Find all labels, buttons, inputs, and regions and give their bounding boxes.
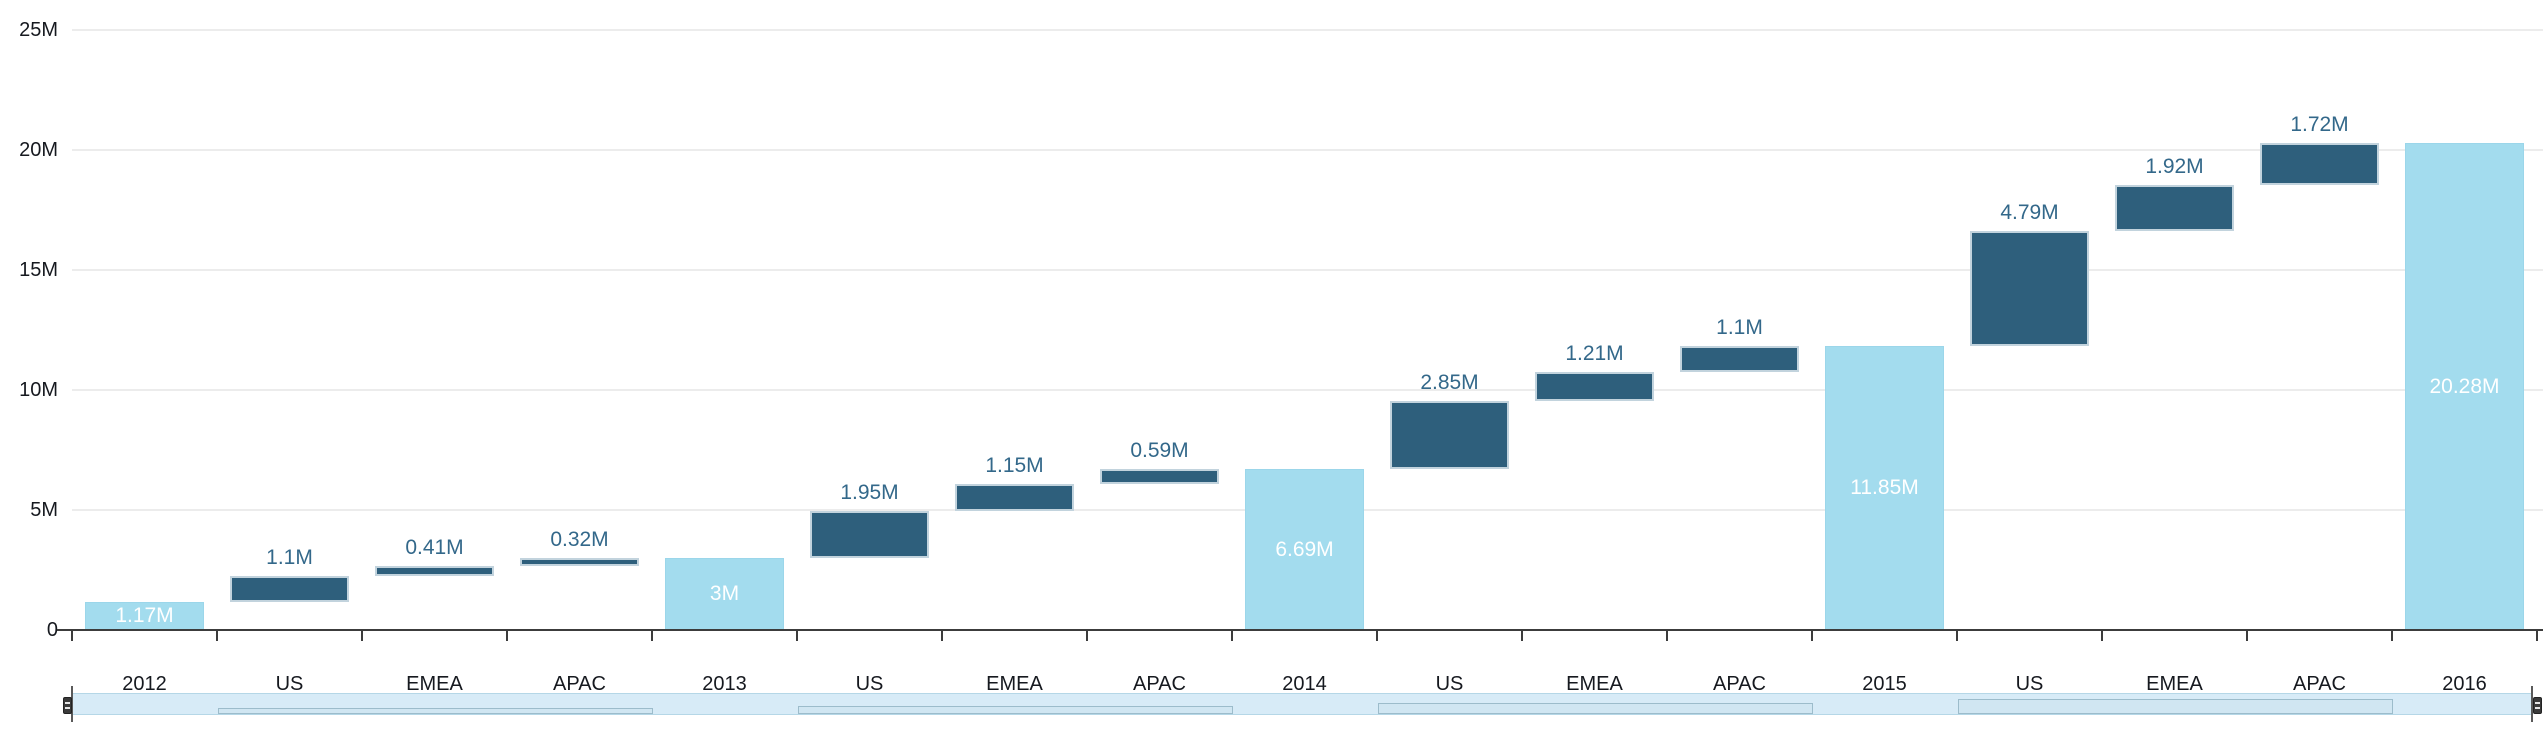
x-axis-tick [941,630,943,641]
x-axis-label: APAC [1713,673,1766,695]
x-axis-label: US [275,673,304,695]
waterfall-bar-2014-8[interactable] [1245,469,1364,630]
gridline [72,389,2543,391]
waterfall-bar-apac-7[interactable] [1100,469,1219,484]
x-axis-tick [1376,630,1378,641]
bar-value-label: 20.28M [2429,374,2500,398]
x-axis-label: US [1435,673,1464,695]
x-axis-label: APAC [1133,673,1186,695]
grip-slit [65,707,70,709]
x-axis-label: 2013 [702,673,747,695]
x-axis-line [72,629,2543,631]
x-axis-label: 2015 [1862,673,1907,695]
scrollbar-selection[interactable] [72,693,2532,715]
x-axis-tick [1666,630,1668,641]
bar-value-label: 0.32M [550,528,609,551]
waterfall-bar-us-9[interactable] [1390,401,1509,470]
y-axis-label: 10M [19,379,58,401]
x-axis-tick [2246,630,2248,641]
scrollbar-preview-shape [218,708,653,714]
waterfall-bar-2013-4[interactable] [665,558,784,630]
grip-line [71,686,73,722]
x-axis-label: 2014 [1282,673,1327,695]
waterfall-bar-apac-15[interactable] [2260,143,2379,185]
x-axis-tick [1521,630,1523,641]
grip-line [2531,686,2533,722]
y-axis-label: 0 [46,619,58,641]
bar-value-label: 1.92M [2145,154,2204,178]
waterfall-bar-emea-6[interactable] [955,483,1074,512]
bar-value-label: 0.41M [405,535,464,559]
waterfall-bar-2016-16[interactable] [2405,143,2524,630]
gridline [72,269,2543,271]
bar-value-label: 0.59M [1130,439,1189,463]
bar-value-label: 1.72M [2290,113,2349,137]
x-axis-tick [2101,630,2103,641]
bar-value-label: 1.21M [1565,342,1624,365]
bar-value-label: 1.1M [1716,315,1763,339]
waterfall-bar-emea-10[interactable] [1535,372,1654,402]
bar-value-label: 1.15M [985,453,1044,477]
x-axis-label: EMEA [986,673,1043,695]
bar-value-label: 1.17M [115,603,174,627]
x-axis-tick [1956,630,1958,641]
bar-value-label: 11.85M [1850,475,1919,499]
x-axis-tick [506,630,508,641]
x-axis-label: 2016 [2442,673,2487,695]
x-axis-tick [216,630,218,641]
bar-value-label: 3M [709,582,740,605]
waterfall-bar-us-1[interactable] [230,575,349,602]
x-axis-tick [71,630,73,641]
waterfall-bar-apac-11[interactable] [1680,345,1799,372]
y-axis-label: 25M [19,19,58,41]
x-axis-tick [2536,630,2538,641]
x-axis-label: APAC [2293,673,2346,695]
scrollbar-preview-shape [1958,698,2393,714]
waterfall-bar-us-5[interactable] [810,511,929,558]
grip-handle-icon[interactable] [2533,697,2542,714]
y-axis-zero-tick [57,629,72,631]
y-axis-label: 5M [30,499,58,521]
x-axis-tick [361,630,363,641]
bar-value-label: 1.1M [266,545,313,569]
waterfall-bar-us-13[interactable] [1970,230,2089,346]
x-axis-label: US [855,673,884,695]
x-axis-tick [796,630,798,641]
grip-slit [2535,702,2540,704]
waterfall-bar-apac-3[interactable] [520,558,639,566]
gridline [72,29,2543,31]
gridline [72,149,2543,151]
bar-value-label: 4.79M [2000,200,2059,224]
y-axis-label: 15M [19,259,58,281]
x-axis-label: EMEA [2146,673,2203,695]
y-axis-label: 20M [19,139,58,161]
range-scrollbar[interactable] [0,680,2543,732]
x-axis-tick [651,630,653,641]
waterfall-bar-emea-14[interactable] [2115,184,2234,231]
scrollbar-preview-shape [1378,703,1813,714]
x-axis-tick [2391,630,2393,641]
grip-slit [2535,707,2540,709]
bar-value-label: 1.95M [840,481,899,505]
grip-slit [65,702,70,704]
bar-value-label: 2.85M [1420,371,1479,395]
x-axis-tick [1811,630,1813,641]
waterfall-bar-emea-2[interactable] [375,565,494,576]
waterfall-bar-2012-0[interactable] [85,601,204,630]
x-axis-label: APAC [553,673,606,695]
grip-handle-icon[interactable] [63,697,72,714]
x-axis-tick [1231,630,1233,641]
x-axis-label: US [2015,673,2044,695]
x-axis-label: 2012 [122,673,167,695]
x-axis-tick [1086,630,1088,641]
x-axis-label: EMEA [1566,673,1623,695]
scrollbar-preview-shape [798,706,1233,714]
bar-value-label: 6.69M [1275,537,1334,561]
x-axis-label: EMEA [406,673,463,695]
waterfall-bar-2015-12[interactable] [1825,345,1944,630]
